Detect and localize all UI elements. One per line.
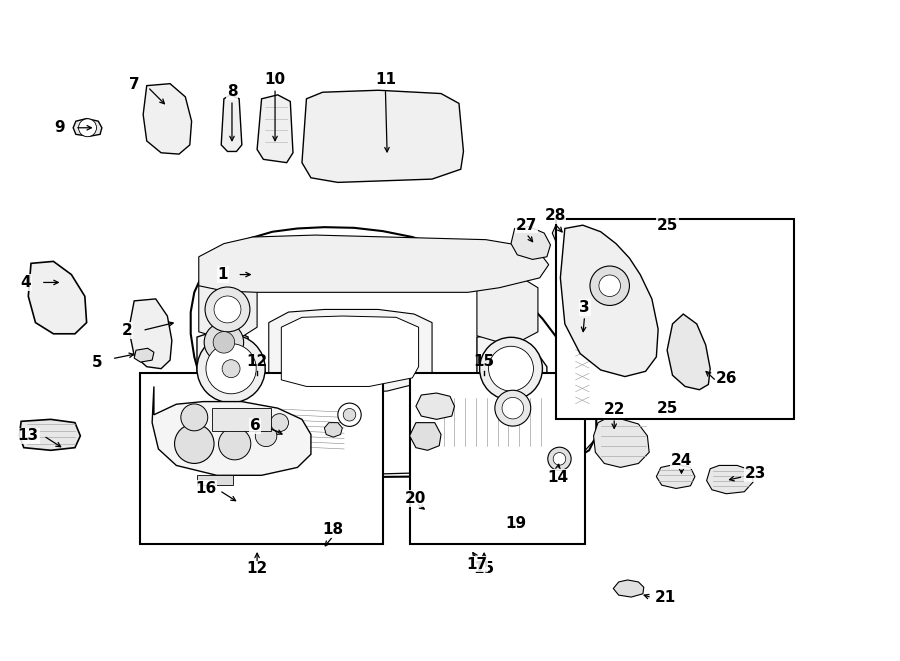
Polygon shape bbox=[199, 276, 257, 337]
Polygon shape bbox=[324, 422, 342, 437]
Circle shape bbox=[78, 119, 96, 137]
Polygon shape bbox=[613, 580, 644, 597]
Text: 16: 16 bbox=[195, 481, 217, 496]
Polygon shape bbox=[282, 316, 418, 387]
Polygon shape bbox=[143, 84, 192, 154]
Polygon shape bbox=[410, 422, 441, 450]
Circle shape bbox=[206, 344, 256, 394]
Bar bbox=[140, 373, 382, 545]
Text: 25: 25 bbox=[656, 401, 678, 416]
Circle shape bbox=[502, 397, 524, 419]
Polygon shape bbox=[134, 348, 154, 362]
Polygon shape bbox=[477, 276, 538, 342]
Text: 8: 8 bbox=[227, 84, 238, 99]
Text: 5: 5 bbox=[92, 354, 103, 369]
Text: 2: 2 bbox=[122, 323, 132, 338]
Circle shape bbox=[205, 287, 250, 332]
Text: 6: 6 bbox=[250, 418, 261, 434]
Circle shape bbox=[204, 323, 244, 362]
Polygon shape bbox=[73, 118, 102, 136]
Polygon shape bbox=[269, 309, 432, 393]
Text: 12: 12 bbox=[247, 354, 267, 369]
Text: 15: 15 bbox=[473, 354, 495, 369]
Polygon shape bbox=[553, 222, 581, 244]
Polygon shape bbox=[511, 227, 551, 259]
Polygon shape bbox=[594, 419, 649, 467]
Polygon shape bbox=[441, 395, 554, 449]
Text: 19: 19 bbox=[505, 516, 526, 531]
Text: 24: 24 bbox=[670, 453, 692, 469]
Polygon shape bbox=[199, 427, 324, 457]
Text: 17: 17 bbox=[466, 557, 488, 572]
Text: 1: 1 bbox=[218, 267, 229, 282]
Text: 22: 22 bbox=[603, 402, 625, 417]
Text: 15: 15 bbox=[473, 561, 495, 576]
Circle shape bbox=[554, 453, 566, 465]
Bar bbox=[410, 373, 585, 545]
Polygon shape bbox=[302, 91, 464, 182]
Polygon shape bbox=[19, 419, 80, 450]
Circle shape bbox=[213, 332, 235, 353]
Text: 23: 23 bbox=[744, 467, 766, 481]
Polygon shape bbox=[129, 299, 172, 369]
Text: 28: 28 bbox=[544, 208, 566, 223]
Circle shape bbox=[598, 275, 620, 297]
Circle shape bbox=[338, 403, 361, 426]
Polygon shape bbox=[197, 330, 269, 409]
Polygon shape bbox=[477, 334, 547, 407]
Text: 4: 4 bbox=[21, 275, 31, 290]
Circle shape bbox=[480, 337, 543, 400]
Polygon shape bbox=[199, 235, 549, 292]
Polygon shape bbox=[706, 465, 753, 494]
Circle shape bbox=[548, 447, 572, 471]
Circle shape bbox=[495, 390, 531, 426]
Circle shape bbox=[343, 408, 356, 421]
Circle shape bbox=[181, 404, 208, 431]
Polygon shape bbox=[561, 225, 658, 377]
Polygon shape bbox=[152, 387, 310, 475]
Polygon shape bbox=[656, 464, 695, 488]
Circle shape bbox=[256, 425, 277, 447]
Circle shape bbox=[489, 346, 534, 391]
Text: 26: 26 bbox=[716, 371, 737, 386]
Polygon shape bbox=[416, 393, 454, 419]
Polygon shape bbox=[667, 314, 710, 390]
Polygon shape bbox=[221, 95, 242, 151]
Text: 21: 21 bbox=[654, 590, 676, 605]
Text: 14: 14 bbox=[547, 470, 568, 485]
Circle shape bbox=[271, 414, 289, 432]
Bar bbox=[212, 408, 271, 430]
Polygon shape bbox=[574, 307, 594, 414]
Polygon shape bbox=[28, 261, 86, 334]
Polygon shape bbox=[167, 227, 596, 477]
Polygon shape bbox=[257, 403, 346, 452]
Text: 20: 20 bbox=[405, 491, 427, 506]
Circle shape bbox=[590, 266, 629, 305]
Text: 25: 25 bbox=[656, 217, 678, 233]
Bar bbox=[556, 219, 794, 419]
Text: 9: 9 bbox=[54, 120, 65, 136]
Polygon shape bbox=[266, 424, 287, 434]
Circle shape bbox=[222, 360, 240, 377]
Text: 11: 11 bbox=[375, 71, 396, 87]
Polygon shape bbox=[257, 95, 293, 163]
Circle shape bbox=[214, 296, 241, 323]
Text: 3: 3 bbox=[580, 300, 590, 315]
Circle shape bbox=[219, 428, 251, 460]
Text: 18: 18 bbox=[323, 522, 344, 537]
Text: 7: 7 bbox=[129, 77, 140, 92]
Circle shape bbox=[197, 334, 266, 403]
Bar bbox=[197, 475, 233, 485]
Text: 10: 10 bbox=[265, 71, 285, 87]
Circle shape bbox=[175, 424, 214, 463]
Text: 12: 12 bbox=[247, 561, 267, 576]
Text: 27: 27 bbox=[516, 217, 537, 233]
Text: 13: 13 bbox=[18, 428, 39, 444]
